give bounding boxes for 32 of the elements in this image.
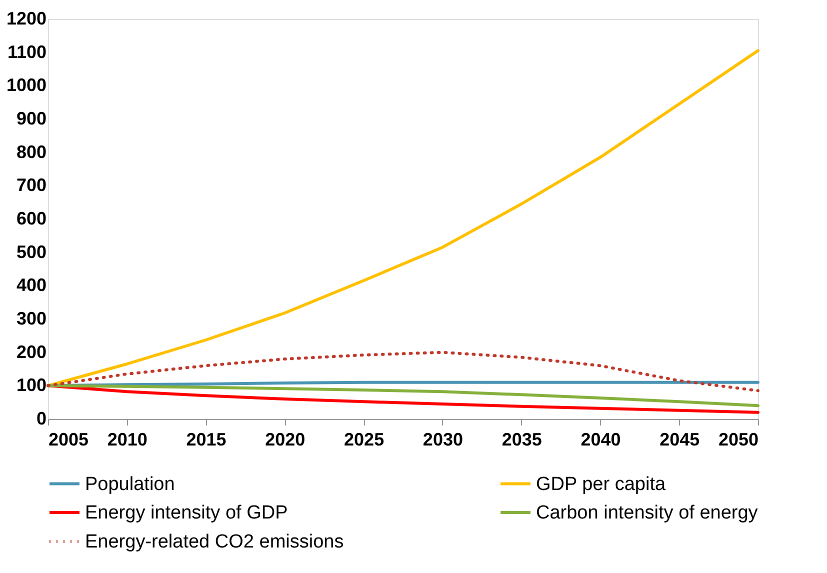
line-series: [46, 384, 760, 408]
x-tick-label: 2045: [660, 430, 700, 450]
y-tick-label: 600: [16, 208, 46, 228]
line-series: [46, 384, 760, 414]
x-tick-label: 2050: [718, 430, 758, 450]
y-tick-label: 1000: [6, 75, 46, 96]
y-tick-label: 500: [16, 242, 46, 262]
line-series: [46, 350, 760, 392]
y-tick-label: 700: [16, 175, 46, 196]
y-tick-label: 300: [16, 308, 46, 328]
x-tick-label: 2025: [344, 430, 384, 450]
legend-label: GDP per capita: [536, 474, 666, 495]
y-tick-label: 1100: [7, 42, 46, 62]
legend-label: Carbon intensity of energy: [536, 502, 758, 524]
y-tick-label: 0: [36, 408, 46, 428]
y-tick-label: 100: [16, 375, 46, 396]
y-tick-label: 1200: [6, 8, 46, 28]
legend-label: Energy-related CO2 emissions: [85, 532, 344, 552]
y-tick-label: 400: [16, 275, 46, 296]
legend-label: Population: [85, 474, 175, 495]
y-tick-label: 200: [16, 342, 46, 362]
x-tick-label: 2020: [265, 430, 306, 450]
x-tick-label: 2005: [48, 430, 89, 450]
x-tick-label: 2040: [580, 430, 621, 450]
y-tick-label: 800: [16, 142, 46, 162]
legend-label: Energy intensity of GDP: [85, 502, 288, 524]
line-series: [46, 49, 760, 388]
x-tick-label: 2015: [186, 430, 226, 450]
x-tick-label: 2010: [107, 430, 148, 450]
x-tick-label: 2035: [502, 430, 542, 450]
x-tick-label: 2030: [422, 430, 463, 450]
y-tick-label: 900: [16, 108, 46, 128]
